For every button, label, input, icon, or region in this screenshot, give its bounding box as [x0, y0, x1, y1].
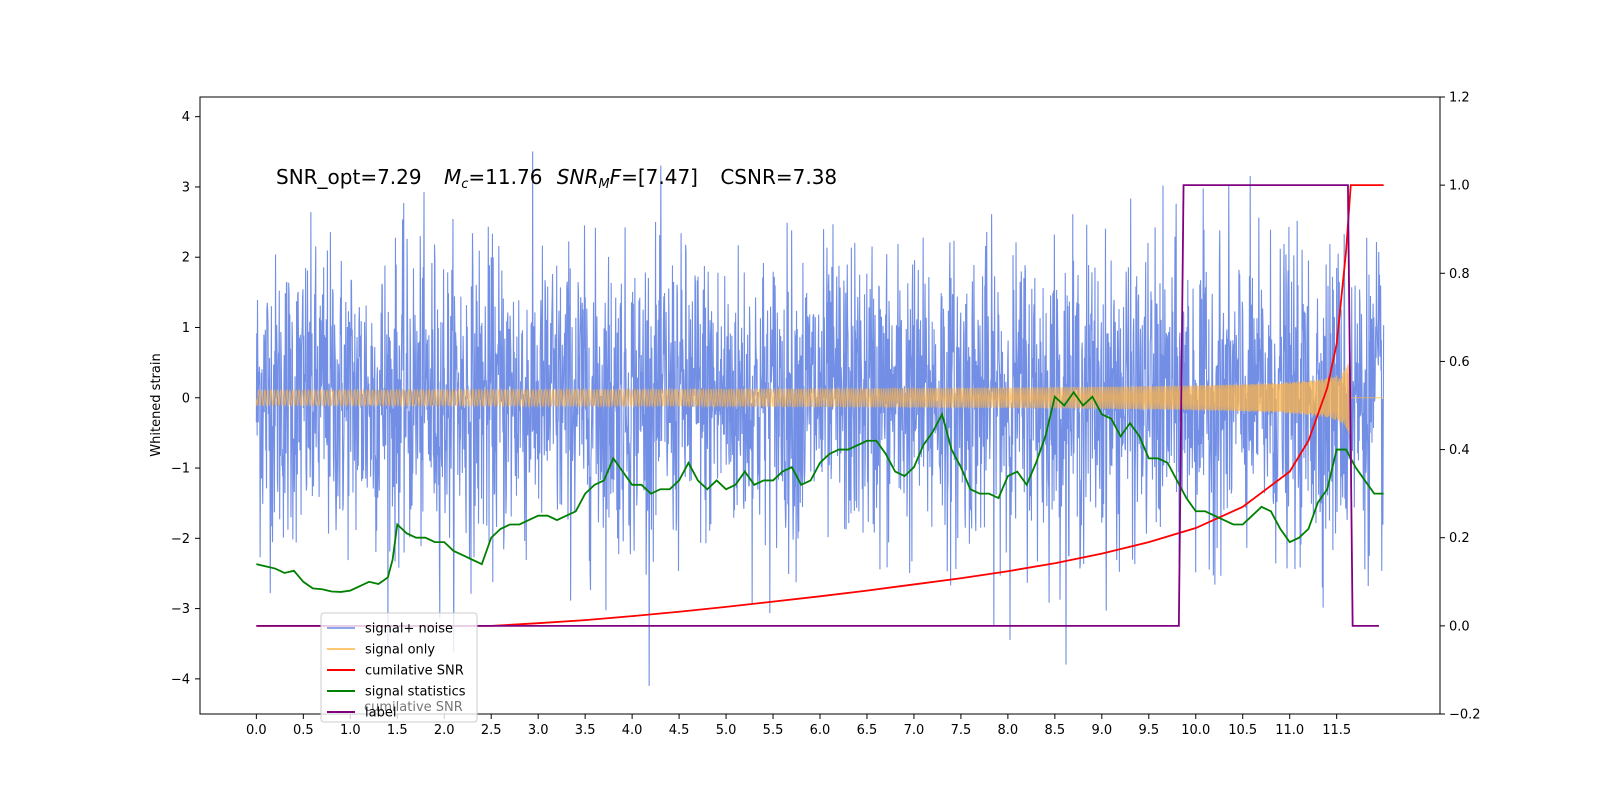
x-tick-label: 7.0: [904, 723, 925, 738]
y2-tick-label: −0.2: [1449, 708, 1481, 723]
x-tick-label: 11.0: [1275, 723, 1304, 738]
y2-tick-label: 0.4: [1449, 443, 1470, 458]
x-tick-label: 0.5: [293, 723, 314, 738]
y-tick-label: −3: [171, 602, 190, 617]
signal-only-series: [255, 351, 1384, 435]
y2-tick-label: 0.0: [1449, 619, 1470, 634]
y-tick-label: 3: [182, 180, 190, 195]
y-tick-label: 0: [182, 391, 190, 406]
y2-tick-label: 0.8: [1449, 267, 1470, 282]
cumulative-snr-line: [256, 184, 1384, 627]
snr-mf-symbol: SNR: [557, 165, 599, 189]
metrics-annotation: SNR_opt=7.29 Mc=11.76 SNRMF=[7.47] CSNR=…: [276, 165, 837, 192]
x-tick-label: 5.5: [763, 723, 784, 738]
y-tick-label: −4: [171, 672, 190, 687]
legend-label: cumilative SNR: [365, 664, 464, 679]
signal-statistics-line: [256, 390, 1384, 593]
mc-subscript: c: [461, 177, 468, 192]
x-tick-label: 1.5: [387, 723, 408, 738]
y-tick-label: −2: [171, 532, 190, 547]
x-tick-label: 0.0: [246, 723, 267, 738]
legend-label: label: [365, 706, 396, 721]
x-tick-label: 2.0: [434, 723, 455, 738]
legend-box: [320, 612, 478, 723]
label-line: [256, 184, 1379, 627]
y2-tick-label: 1.0: [1449, 179, 1470, 194]
csnr-text: CSNR=7.38: [720, 165, 837, 189]
legend-label: signal+ noise: [365, 622, 453, 637]
y-tick-label: 1: [182, 321, 190, 336]
legend-ghost-text: cumilative SNR: [364, 700, 463, 715]
x-tick-label: 3.0: [528, 723, 549, 738]
signal-only-line: [255, 351, 1384, 435]
noise-line: [255, 151, 1385, 686]
x-tick-label: 4.0: [622, 723, 643, 738]
legend-label: signal statistics: [365, 685, 466, 700]
snr-opt-text: SNR_opt=7.29: [276, 165, 422, 189]
x-tick-label: 8.0: [998, 723, 1019, 738]
x-tick-label: 5.0: [716, 723, 737, 738]
y-axis-right: 1.2 1.0 0.8 0.6 0.4 0.2 0.0 −0.2: [1440, 91, 1481, 723]
x-tick-label: 6.5: [857, 723, 878, 738]
x-axis: 0.0 0.5 1.0 1.5 2.0 2.5 3.0 3.5 4.0 4.5 5.0 5.5 6.0 6…: [246, 714, 1351, 738]
x-tick-label: 10.0: [1181, 723, 1210, 738]
right-axis-series: [256, 184, 1384, 627]
x-tick-label: 11.5: [1322, 723, 1351, 738]
x-tick-label: 6.0: [810, 723, 831, 738]
legend-label: signal only: [365, 643, 435, 658]
x-tick-label: 3.5: [575, 723, 596, 738]
y2-tick-label: 0.2: [1449, 531, 1470, 546]
x-tick-label: 9.5: [1138, 723, 1159, 738]
x-tick-label: 7.5: [951, 723, 972, 738]
x-tick-label: 8.5: [1045, 723, 1066, 738]
y2-tick-label: 0.6: [1449, 355, 1470, 370]
x-tick-label: 10.5: [1228, 723, 1257, 738]
x-tick-label: 9.0: [1091, 723, 1112, 738]
y-tick-label: 2: [182, 251, 190, 266]
mc-symbol: M: [444, 165, 461, 189]
snr-mf-subscript: M: [598, 177, 609, 192]
mc-value: =11.76: [468, 165, 542, 189]
y-axis-label: Whitened strain: [149, 353, 164, 456]
x-tick-label: 4.5: [669, 723, 690, 738]
snr-mf-f: F: [610, 165, 622, 189]
x-tick-label: 2.5: [481, 723, 502, 738]
x-tick-label: 1.0: [340, 723, 361, 738]
y2-tick-label: 1.2: [1449, 91, 1470, 106]
snr-mf-value: =[7.47]: [621, 165, 698, 189]
signal-noise-series: [255, 151, 1385, 686]
y-axis-left: 4 3 2 1 0 −1 −2 −3 −4: [171, 110, 200, 687]
y-tick-label: 4: [182, 110, 190, 125]
y-tick-label: −1: [171, 462, 190, 477]
legend: cumilative SNR signal+ noise signal only c…: [320, 612, 478, 723]
